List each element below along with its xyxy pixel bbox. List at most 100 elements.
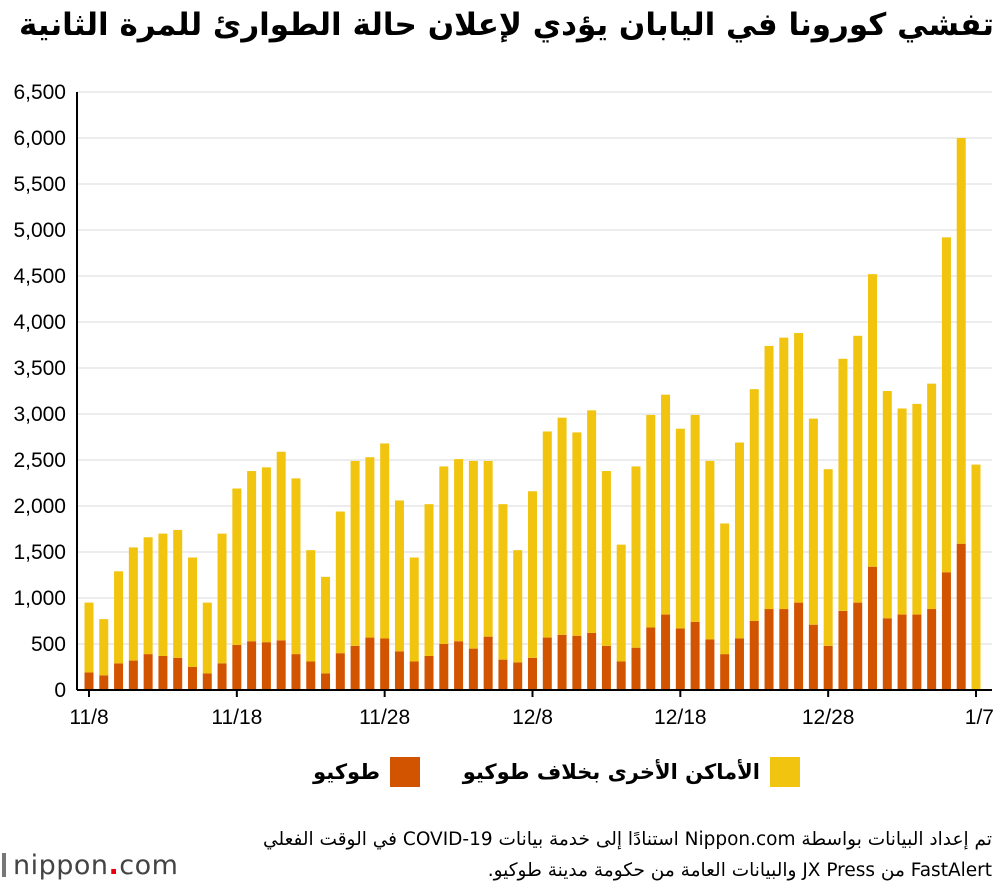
- bar-tokyo: [424, 655, 434, 690]
- y-tick-label: 4,000: [13, 311, 66, 334]
- bar-other: [143, 537, 153, 655]
- y-tick-label: 5,500: [13, 173, 66, 196]
- bar-other: [675, 428, 685, 629]
- bar-other: [779, 337, 789, 610]
- grid-lines: [77, 91, 992, 645]
- bar-other: [956, 138, 966, 544]
- bar-other: [705, 460, 715, 640]
- bar-tokyo: [779, 609, 789, 690]
- logo-bar-icon: [2, 853, 6, 877]
- x-tick-label: 11/18: [211, 706, 262, 729]
- bar-other: [616, 544, 626, 662]
- bar-other: [498, 504, 508, 660]
- bar-tokyo: [439, 644, 449, 690]
- chart-title: تفشي كورونا في اليابان يؤدي لإعلان حالة …: [19, 7, 994, 43]
- bar-other: [542, 431, 552, 638]
- bar-other: [927, 383, 937, 610]
- bar-other: [838, 358, 848, 611]
- y-tick-label: 5,000: [13, 219, 66, 242]
- bar-other: [794, 333, 804, 603]
- bar-tokyo: [897, 614, 907, 690]
- bar-other: [261, 467, 271, 643]
- x-tick-label: 12/18: [654, 706, 707, 729]
- y-tick-label: 2,000: [13, 495, 66, 518]
- legend-label-tokyo: طوكيو: [313, 760, 380, 784]
- y-tick-label: 1,500: [13, 541, 66, 564]
- bar-tokyo: [853, 602, 863, 690]
- bar-other: [99, 619, 109, 676]
- bar-other: [187, 557, 197, 667]
- bar-tokyo: [528, 657, 537, 690]
- nippon-logo: nippon.com: [2, 850, 178, 881]
- y-tick-label: 6,500: [13, 81, 66, 104]
- bar-tokyo: [143, 654, 153, 690]
- bar-tokyo: [661, 614, 671, 690]
- bar-other: [394, 500, 404, 652]
- y-tick-label: 2,500: [13, 449, 66, 472]
- bar-other: [321, 576, 331, 674]
- bar-tokyo: [321, 673, 331, 690]
- bar-other: [276, 451, 286, 641]
- bar-tokyo: [276, 640, 286, 690]
- bar-tokyo: [99, 675, 109, 690]
- bar-tokyo: [468, 648, 478, 690]
- bar-tokyo: [631, 647, 641, 690]
- bar-other: [128, 547, 138, 661]
- bar-tokyo: [187, 667, 197, 690]
- bar-tokyo: [114, 663, 124, 690]
- y-tick-label: 3,500: [13, 357, 66, 380]
- x-tick-label: 12/8: [512, 706, 553, 729]
- y-tick-label: 0: [54, 679, 66, 702]
- bar-other: [202, 602, 212, 674]
- bar-tokyo: [513, 662, 523, 690]
- y-axis-ticks: 0 500 1,000 1,500 2,000 2,500 3,000 3,500 4,000 4…: [13, 81, 66, 702]
- bar-tokyo: [247, 641, 257, 690]
- logo-suffix: com: [119, 850, 179, 881]
- bar-other: [291, 478, 301, 655]
- x-tick-label: 12/28: [802, 706, 855, 729]
- source-line-2: FastAlert من JX Press والبيانات العامة م…: [487, 860, 992, 881]
- bar-tokyo: [217, 663, 227, 690]
- legend-item-other: الأماكن الأخرى بخلاف طوكيو: [463, 752, 800, 792]
- x-tick-label: 11/8: [69, 706, 108, 729]
- bar-tokyo: [335, 653, 345, 690]
- x-tick-label: 11/28: [359, 706, 410, 729]
- bar-other: [232, 488, 242, 645]
- bar-other: [882, 391, 892, 619]
- bar-other: [173, 529, 183, 658]
- bar-tokyo: [690, 621, 700, 690]
- bar-other: [513, 550, 523, 663]
- bar-tokyo: [646, 627, 656, 690]
- bar-tokyo: [601, 645, 611, 690]
- bar-other: [734, 442, 744, 639]
- bar-tokyo: [350, 645, 360, 690]
- bar-tokyo: [454, 641, 464, 690]
- bar-tokyo: [764, 609, 774, 690]
- bar-other: [335, 511, 345, 654]
- bar-tokyo: [380, 638, 390, 690]
- bar-other: [409, 557, 419, 662]
- bar-tokyo: [261, 642, 271, 690]
- bar-other: [158, 533, 168, 656]
- bar-other: [439, 466, 449, 644]
- bar-other: [720, 523, 730, 655]
- bar-tokyo: [306, 661, 316, 690]
- bar-other: [853, 335, 863, 603]
- bar-tokyo: [365, 637, 375, 690]
- stacked-bar-chart: 0 500 1,000 1,500 2,000 2,500 3,000 3,500 4,000 4…: [13, 81, 994, 729]
- y-tick-label: 1,000: [13, 587, 66, 610]
- bar-tokyo: [173, 657, 183, 690]
- bar-other: [84, 602, 94, 673]
- bar-other: [365, 457, 375, 638]
- bar-other: [424, 504, 434, 656]
- bar-other: [217, 533, 227, 664]
- bar-tokyo: [838, 610, 848, 690]
- y-tick-label: 500: [31, 633, 66, 656]
- bar-tokyo: [557, 634, 567, 690]
- bar-tokyo: [956, 543, 966, 690]
- bar-tokyo: [808, 624, 818, 690]
- bar-other: [468, 460, 478, 649]
- bar-other: [749, 389, 759, 621]
- y-tick-label: 6,000: [13, 127, 66, 150]
- bar-other: [572, 432, 582, 636]
